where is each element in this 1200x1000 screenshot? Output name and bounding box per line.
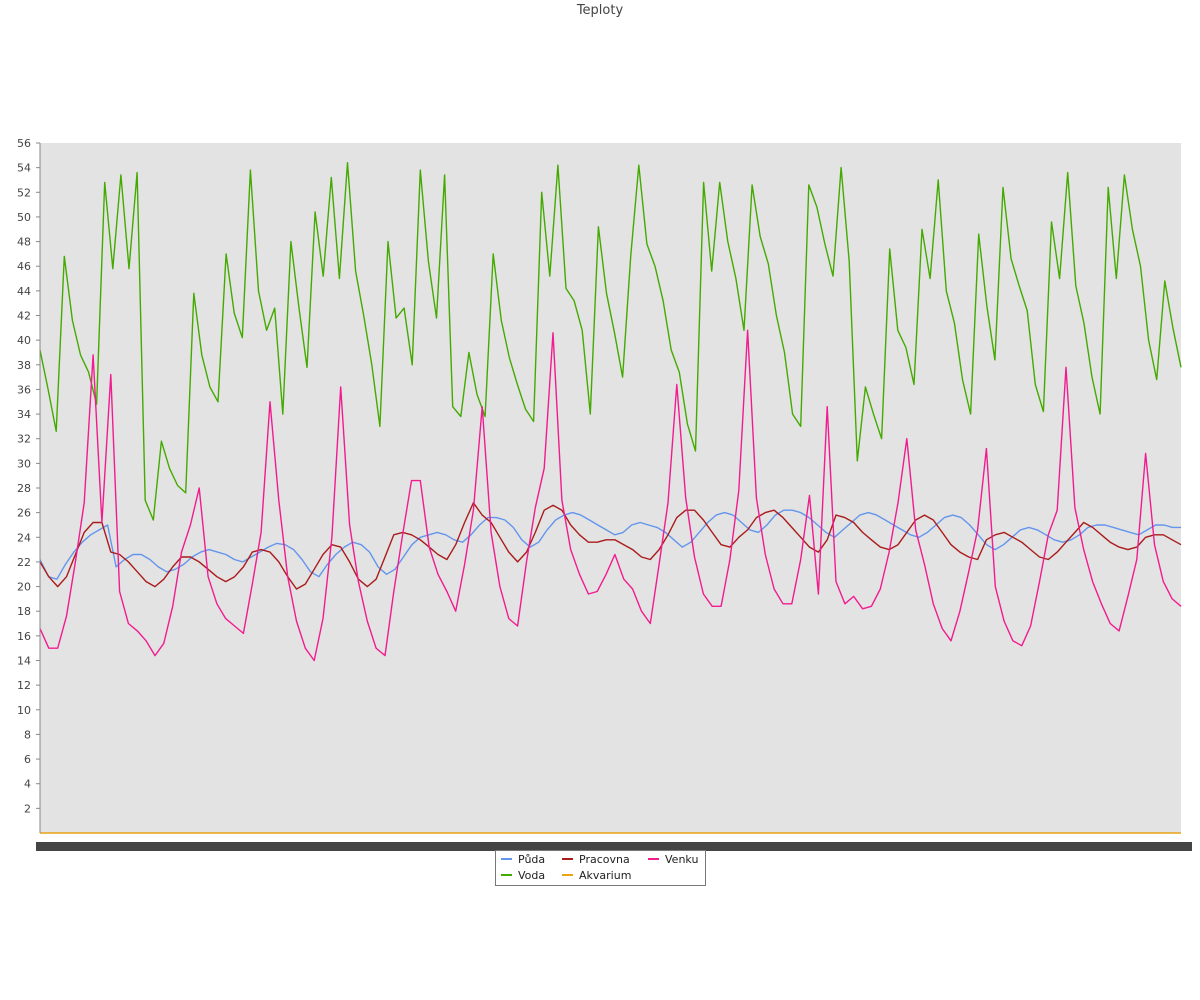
y-tick-label: 6 — [24, 753, 31, 766]
legend: Půda Pracovna Venku Voda Akvarium — [495, 850, 706, 886]
legend-item-pracovna: Pracovna — [562, 853, 630, 866]
legend-swatch-venku — [648, 858, 659, 860]
series-line-1 — [39, 161, 1182, 521]
y-tick-label: 52 — [17, 186, 31, 199]
legend-swatch-pracovna — [562, 858, 573, 860]
y-tick-label: 12 — [17, 679, 31, 692]
chart-title: Teploty — [576, 3, 624, 18]
x-axis — [36, 842, 1192, 851]
y-tick-label: 22 — [17, 556, 31, 569]
series-layer — [39, 161, 1182, 834]
legend-swatch-puda — [501, 858, 512, 860]
y-tick-label: 54 — [17, 162, 31, 175]
legend-label-pracovna: Pracovna — [579, 853, 630, 866]
legend-label-akvarium: Akvarium — [579, 869, 632, 882]
y-tick-label: 14 — [17, 655, 31, 668]
legend-swatch-akvarium — [562, 874, 573, 876]
legend-item-akvarium: Akvarium — [562, 869, 631, 882]
y-tick-label: 34 — [17, 408, 31, 421]
legend-swatch-voda — [501, 874, 512, 876]
y-tick-label: 38 — [17, 359, 31, 372]
y-tick-label: 48 — [17, 236, 31, 249]
y-tick-label: 20 — [17, 581, 31, 594]
y-tick-label: 16 — [17, 630, 31, 643]
y-tick-label: 56 — [17, 137, 31, 150]
y-tick-label: 36 — [17, 383, 31, 396]
y-tick-label: 32 — [17, 433, 31, 446]
y-tick-label: 2 — [24, 802, 31, 815]
y-tick-label: 50 — [17, 211, 31, 224]
y-tick-label: 24 — [17, 531, 31, 544]
y-tick-label: 10 — [17, 704, 31, 717]
y-axis: 2468101214161820222426283032343638404244… — [17, 137, 41, 833]
legend-item-puda: Půda — [501, 853, 545, 866]
y-tick-label: 18 — [17, 605, 31, 618]
series-line-4 — [39, 329, 1182, 662]
y-tick-label: 26 — [17, 507, 31, 520]
y-tick-label: 4 — [24, 778, 31, 791]
series-line-2 — [39, 502, 1182, 590]
y-tick-label: 8 — [24, 728, 31, 741]
legend-item-venku: Venku — [648, 853, 698, 866]
y-tick-label: 46 — [17, 260, 31, 273]
legend-item-voda: Voda — [501, 869, 545, 882]
y-tick-label: 30 — [17, 457, 31, 470]
y-tick-label: 42 — [17, 310, 31, 323]
series-line-0 — [39, 509, 1181, 580]
legend-label-puda: Půda — [518, 853, 546, 866]
legend-label-venku: Venku — [665, 853, 699, 866]
x-axis-tick-band — [36, 842, 1192, 851]
y-tick-label: 28 — [17, 482, 31, 495]
plot-area — [40, 143, 1181, 833]
y-tick-label: 44 — [17, 285, 31, 298]
legend-label-voda: Voda — [518, 869, 546, 882]
y-tick-label: 40 — [17, 334, 31, 347]
